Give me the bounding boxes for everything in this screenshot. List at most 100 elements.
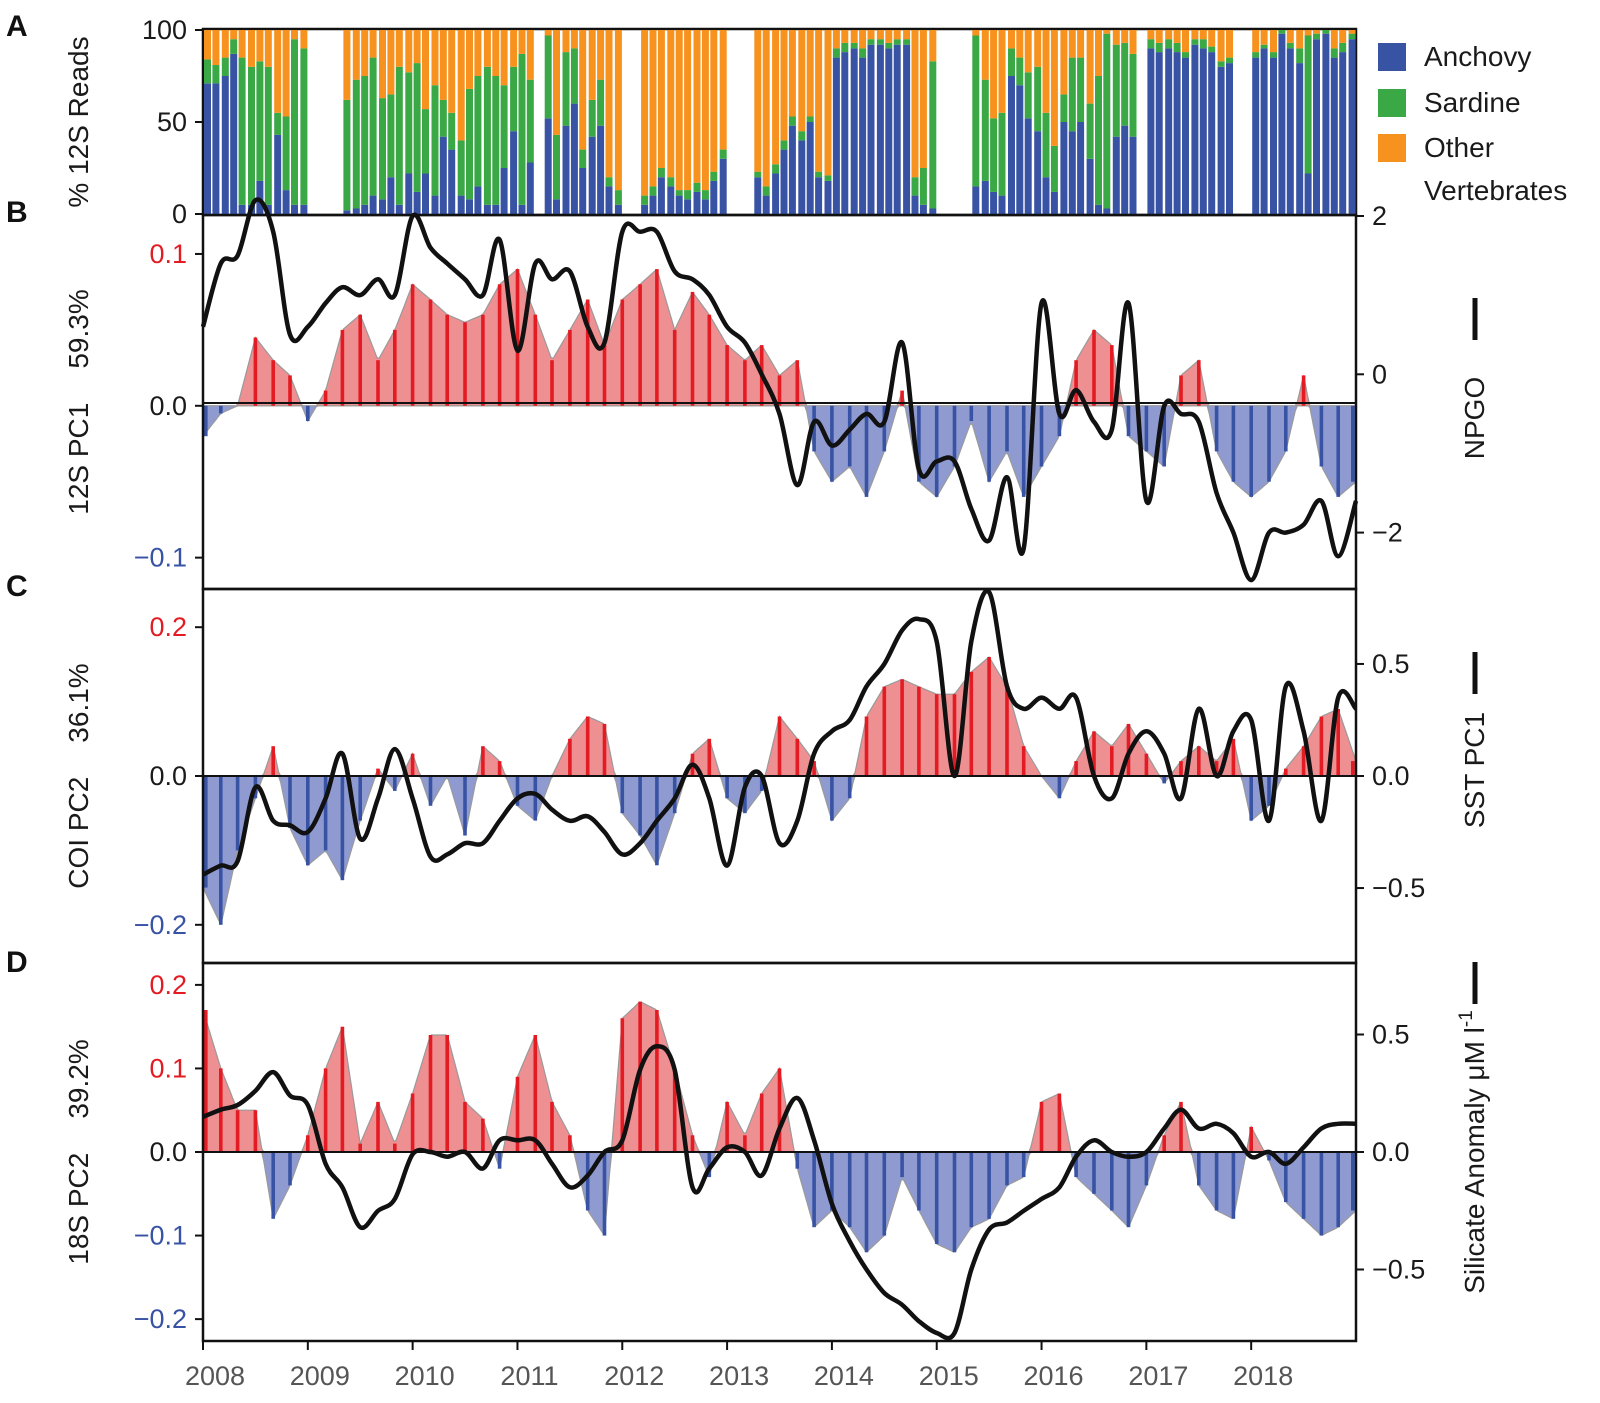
bar-anchovy-22: [431, 195, 439, 214]
bar-sardine-25: [457, 140, 465, 196]
legend-swatch-sardine: [1378, 89, 1406, 117]
bar-other-vertebrates-22: [431, 30, 439, 86]
bar-other-vertebrates-29: [492, 30, 500, 76]
bar-other-vertebrates-5: [248, 30, 255, 67]
panel-d-y-ticks: −0.2 −0.1 0.0 0.1 0.2: [134, 970, 203, 1334]
bar-anchovy-51: [710, 180, 718, 214]
panel-d-bar-42: [934, 1152, 939, 1244]
panel-d-bar-7: [323, 1068, 328, 1152]
bar-sardine-37: [570, 48, 578, 104]
bar-sardine-63: [841, 42, 849, 53]
bar-other-vertebrates-110: [1313, 30, 1320, 34]
bar-anchovy-101: [1217, 66, 1225, 214]
bar-anchovy-60: [815, 177, 823, 214]
panel-b-bar-63: [1301, 375, 1306, 406]
bar-sardine-65: [859, 48, 867, 58]
panel-c-bar-15: [463, 776, 467, 836]
bar-anchovy-102: [1226, 63, 1233, 214]
legend: Anchovy Sardine Other Vertebrates: [1378, 41, 1567, 206]
panel-d-bar-16: [481, 1118, 485, 1152]
panel-c-bar-63: [1301, 746, 1306, 776]
bar-anchovy-8: [274, 134, 282, 214]
bar-anchovy-39: [588, 136, 596, 214]
panel-b-bar-15: [463, 322, 467, 406]
panel-d-bar-22: [585, 1152, 590, 1211]
bar-other-vertebrates-89: [1103, 30, 1111, 34]
bar-sardine-76: [990, 118, 998, 192]
panel-c-bar-32: [759, 776, 764, 791]
bar-anchovy-72: [919, 204, 927, 214]
bar-anchovy-6: [256, 180, 264, 214]
panel-b-y-ticks: −0.1 0.0 0.1: [134, 239, 203, 573]
bar-sardine-5: [248, 66, 255, 205]
panel-b-y-tick-label-0: −0.1: [134, 543, 187, 573]
bar-sardine-27: [474, 76, 482, 187]
panel-d-bar-66: [1351, 1152, 1355, 1211]
bar-sardine-70: [903, 39, 911, 45]
bar-anchovy-38: [579, 168, 587, 214]
panel-d-bar-11: [393, 1143, 397, 1152]
bar-sardine-64: [850, 42, 858, 49]
bar-anchovy-83: [1050, 191, 1058, 214]
bar-sardine-31: [510, 66, 518, 132]
panel-d-bar-51: [1092, 1152, 1096, 1194]
panel-d-y-tick-label-0: −0.2: [134, 1304, 187, 1334]
bar-sardine-71: [911, 177, 919, 196]
bar-sardine-67: [876, 39, 884, 45]
panel-b-bar-17: [497, 284, 502, 406]
bar-anchovy-82: [1042, 177, 1050, 214]
bar-other-vertebrates-16: [379, 30, 386, 99]
bar-other-vertebrates-6: [256, 30, 264, 62]
bar-other-vertebrates-114: [1348, 30, 1356, 34]
panel-c-y2-tick-label-0: −0.5: [1372, 873, 1425, 903]
panel-c-bar-50: [1074, 761, 1078, 776]
bar-other-vertebrates-10: [291, 30, 298, 40]
panel-b-bar-29: [707, 314, 712, 406]
bar-anchovy-17: [387, 177, 395, 214]
bar-other-vertebrates-20: [413, 30, 421, 64]
bar-sardine-96: [1173, 42, 1181, 53]
panel-c-bar-8: [340, 776, 345, 881]
panel-c-bar-43: [952, 694, 957, 776]
bar-anchovy-11: [300, 204, 308, 214]
bar-other-vertebrates-102: [1226, 30, 1233, 58]
panel-b-bar-34: [795, 360, 800, 406]
panel-c-bar-24: [620, 776, 625, 814]
panel-d-bar-21: [568, 1135, 572, 1152]
bar-anchovy-21: [422, 173, 429, 214]
bar-sardine-86: [1077, 57, 1085, 122]
panel-c-bar-4: [271, 746, 275, 776]
bar-other-vertebrates-63: [841, 30, 849, 43]
bar-other-vertebrates-14: [361, 30, 369, 76]
panel-b-bar-16: [481, 314, 485, 406]
bar-sardine-88: [1095, 76, 1102, 205]
bar-other-vertebrates-8: [274, 30, 282, 113]
legend-label-anchovy: Anchovy: [1424, 41, 1531, 72]
bar-other-vertebrates-94: [1155, 30, 1163, 43]
bar-other-vertebrates-98: [1191, 30, 1199, 40]
bar-sardine-23: [439, 99, 447, 137]
bar-sardine-20: [413, 63, 421, 192]
panel-c-bar-2: [235, 776, 240, 851]
x-tick-label-2014: 2014: [814, 1361, 874, 1391]
panel-c-sst-line: [201, 588, 1358, 877]
panel-d-bar-63: [1301, 1152, 1306, 1219]
panel-c-bar-47: [1021, 746, 1026, 776]
panel-d-negative-envelope: [203, 1151, 1357, 1253]
panel-c-bar-16: [481, 746, 485, 776]
bar-other-vertebrates-95: [1165, 30, 1173, 40]
bar-sardine-44: [649, 186, 657, 196]
panel-b-bar-46: [1005, 405, 1009, 452]
legend-swatch-other-vertebrates: [1378, 134, 1406, 162]
panel-b-y2-tick-label-1: 0: [1372, 359, 1387, 389]
bar-sardine-9: [282, 116, 290, 191]
bar-other-vertebrates-52: [719, 30, 727, 150]
panel-d-bar-14: [445, 1035, 449, 1152]
bar-anchovy-77: [998, 195, 1006, 214]
bar-sardine-3: [230, 39, 238, 54]
bar-anchovy-31: [510, 131, 518, 214]
panel-b-bar-37: [847, 405, 852, 467]
bar-anchovy-63: [841, 52, 849, 214]
bar-sardine-10: [291, 39, 298, 205]
panel-d-bar-33: [777, 1068, 782, 1152]
